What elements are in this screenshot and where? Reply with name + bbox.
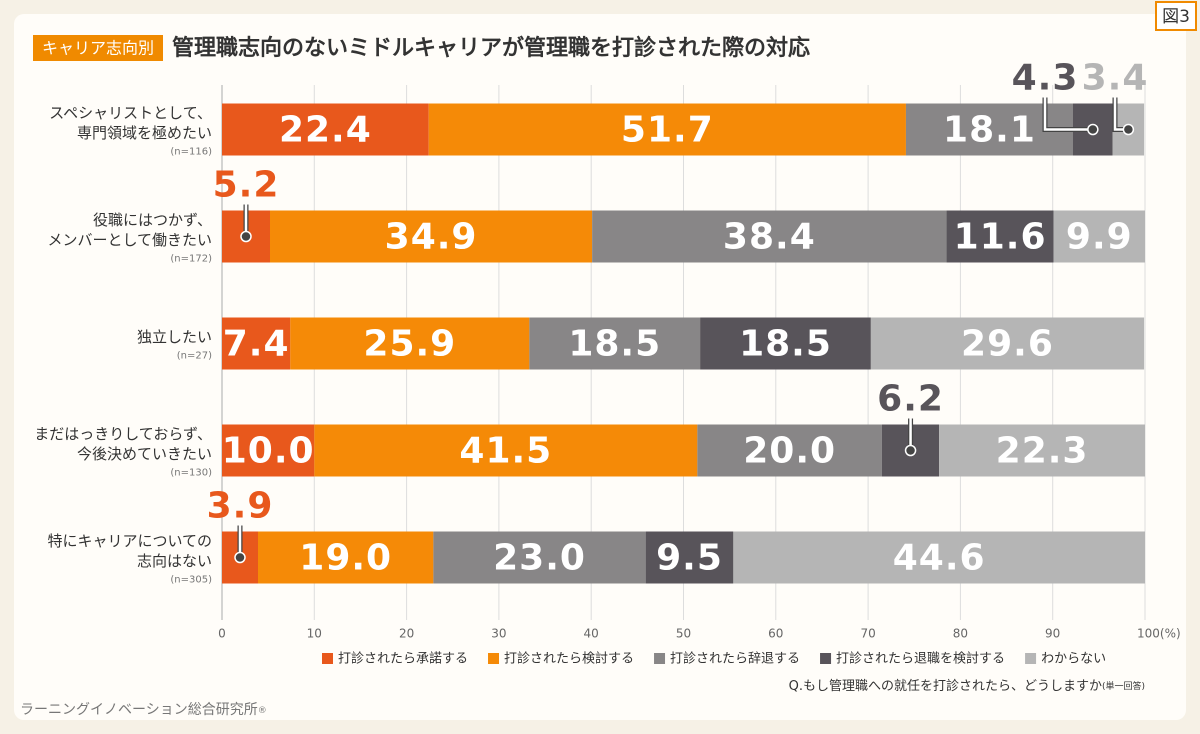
- bar-segment: [269, 210, 593, 263]
- figure-label: 図3: [1162, 7, 1190, 27]
- category-label: 役職にはつかず、: [93, 211, 212, 229]
- x-tick-label: 80: [953, 627, 968, 641]
- category-note: (n=172): [170, 254, 212, 265]
- category-label: 志向はない: [137, 552, 212, 570]
- legend-swatch: [1025, 653, 1037, 664]
- value-label: 41.5: [459, 431, 552, 472]
- value-label: 18.1: [943, 110, 1036, 151]
- category-label: 独立したい: [137, 328, 212, 346]
- value-label: 22.3: [996, 431, 1089, 472]
- x-tick-label: 60: [768, 627, 783, 641]
- source-mark: ®: [258, 706, 267, 716]
- bar-segment: [939, 424, 1145, 477]
- bar-segment: [946, 210, 1054, 263]
- bar-segment: [529, 317, 701, 370]
- value-label: 23.0: [493, 538, 586, 579]
- source-text: ラーニングイノベーション総合研究所: [20, 702, 258, 718]
- value-label: 10.0: [222, 431, 315, 472]
- category-label: 特にキャリアについての: [47, 532, 212, 550]
- value-label: 19.0: [299, 538, 392, 579]
- value-label: 51.7: [621, 110, 714, 151]
- value-label: 7.4: [223, 324, 290, 365]
- value-label: 38.4: [723, 217, 816, 258]
- value-label: 9.9: [1066, 217, 1133, 258]
- x-tick-label: 0: [218, 627, 226, 641]
- legend-swatch: [654, 653, 666, 664]
- value-label: 18.5: [568, 324, 661, 365]
- category-note: (n=305): [170, 575, 212, 586]
- value-label: 4.3: [1012, 58, 1079, 99]
- value-label: 9.5: [656, 538, 723, 579]
- bar-segment: [733, 531, 1145, 584]
- x-tick-label: 30: [491, 627, 506, 641]
- value-label: 3.9: [207, 486, 274, 527]
- callout-dot: [1087, 123, 1099, 136]
- callout-dot: [1122, 123, 1135, 136]
- x-tick-label: 20: [399, 627, 414, 641]
- bar-segment: [433, 531, 646, 584]
- bar-segment: [592, 210, 947, 263]
- category-label: スペシャリストとして、: [49, 104, 212, 122]
- x-tick-label: 50: [676, 627, 691, 641]
- value-label: 11.6: [954, 217, 1047, 258]
- category-label: 今後決めていきたい: [77, 445, 212, 463]
- category-note: (n=27): [177, 351, 212, 362]
- category-label: 専門領域を極めたい: [77, 124, 212, 142]
- badge-box: [33, 35, 163, 61]
- bar-segment: [428, 103, 906, 156]
- bar-segment: [290, 317, 530, 370]
- x-tick-label: 10: [307, 627, 322, 641]
- bar-segment: [222, 103, 429, 156]
- value-label: 34.9: [385, 217, 478, 258]
- badge: キャリア志向別: [42, 39, 154, 58]
- bar-segment: [222, 317, 291, 370]
- value-label: 20.0: [743, 431, 836, 472]
- value-label: 5.2: [213, 165, 280, 206]
- bar-segment: [697, 424, 882, 477]
- value-label: 25.9: [363, 324, 456, 365]
- bar-segment: [645, 531, 734, 584]
- callout-dot: [234, 551, 246, 564]
- bar-segment: [700, 317, 871, 370]
- value-label: 44.6: [893, 538, 986, 579]
- legend-label: わからない: [1041, 652, 1106, 667]
- x-tick-label: 40: [584, 627, 599, 641]
- bar-segment: [314, 424, 698, 477]
- note-text: Q.もし管理職への就任を打診されたら、どうしますか: [789, 678, 1102, 694]
- x-tick-label: 90: [1045, 627, 1060, 641]
- x-tick-label: 70: [860, 627, 875, 641]
- callout-line: [1043, 97, 1093, 131]
- callout-dot: [904, 444, 917, 457]
- legend-swatch: [488, 653, 500, 664]
- bar-segment: [222, 424, 315, 477]
- bar-segment: [1053, 210, 1145, 263]
- category-note: (n=130): [170, 468, 212, 479]
- source: ラーニングイノベーション総合研究所®: [20, 702, 267, 718]
- legend-label: 打診されたら承諾する: [338, 651, 468, 667]
- legend-label: 打診されたら辞退する: [670, 651, 800, 667]
- legend-swatch: [322, 653, 333, 664]
- note-small: (単一回答): [1102, 680, 1145, 692]
- value-label: 3.4: [1082, 58, 1149, 99]
- bar-segment: [870, 317, 1145, 370]
- legend-label: 打診されたら退職を検討する: [836, 651, 1005, 667]
- chart-title: 管理職志向のないミドルキャリアが管理職を打診された際の対応: [172, 35, 810, 61]
- bar-segment: [257, 531, 434, 584]
- category-note: (n=116): [170, 147, 212, 158]
- value-label: 6.2: [877, 379, 944, 420]
- value-label: 29.6: [961, 324, 1054, 365]
- legend-swatch: [820, 653, 832, 664]
- category-label: メンバーとして働きたい: [47, 231, 212, 249]
- value-label: 22.4: [279, 110, 372, 151]
- legend-label: 打診されたら検討する: [504, 651, 634, 667]
- figure-label-box: [1155, 1, 1197, 31]
- note: Q.もし管理職への就任を打診されたら、どうしますか(単一回答): [789, 678, 1145, 694]
- category-label: まだはっきりしておらず、: [34, 425, 212, 443]
- callout-dot: [240, 230, 252, 243]
- x-tick-label: 100(%): [1137, 627, 1181, 641]
- value-label: 18.5: [739, 324, 832, 365]
